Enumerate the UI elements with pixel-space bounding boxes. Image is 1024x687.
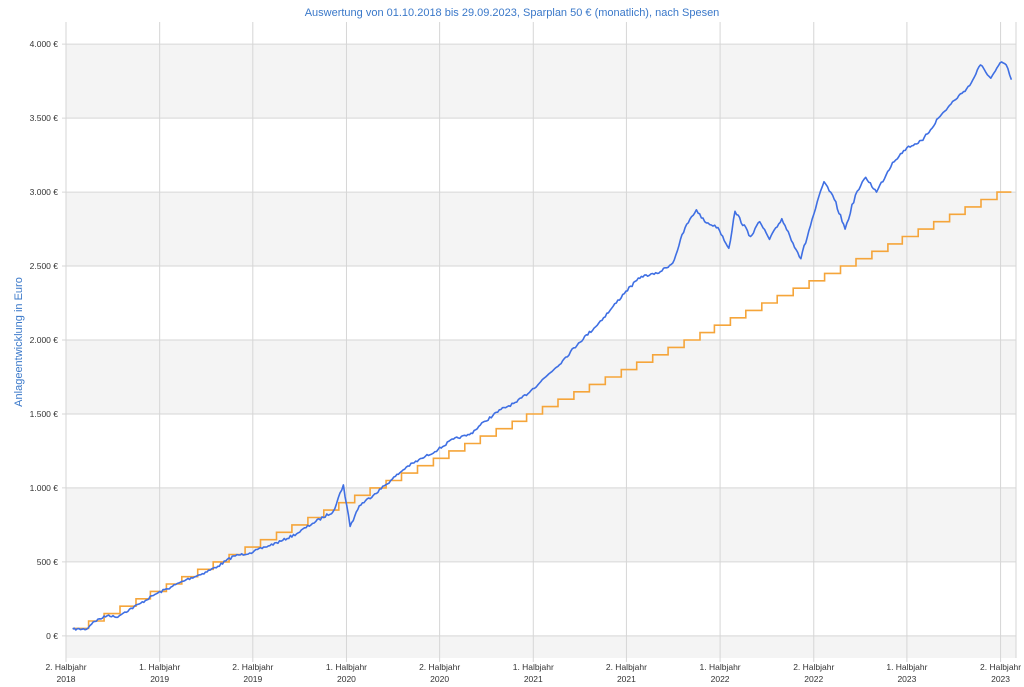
y-tick-label: 3.000 € bbox=[30, 187, 59, 197]
grid-band bbox=[66, 340, 1016, 414]
y-tick-label: 1.000 € bbox=[30, 483, 59, 493]
x-tick-label: 2. Halbjahr bbox=[980, 662, 1021, 672]
chart-title: Auswertung von 01.10.2018 bis 29.09.2023… bbox=[304, 7, 720, 19]
x-tick-label: 2. Halbjahr bbox=[45, 662, 86, 672]
x-tick-label: 2022 bbox=[711, 674, 730, 684]
chart-bands bbox=[66, 44, 1016, 658]
x-tick-label: 2020 bbox=[430, 674, 449, 684]
x-tick-label: 2021 bbox=[524, 674, 543, 684]
y-axis-title: Anlageentwicklung in Euro bbox=[13, 277, 25, 407]
chart-series bbox=[72, 61, 1013, 631]
y-axis-ticks: 0 € 500 € 1.000 € 1.500 € 2.000 € 2.500 € 3.00… bbox=[30, 39, 59, 641]
grid-band bbox=[66, 44, 1016, 119]
x-tick-label: 2. Halbjahr bbox=[419, 662, 460, 672]
y-tick-label: 4.000 € bbox=[30, 39, 59, 49]
x-tick-label: 2019 bbox=[150, 674, 169, 684]
y-tick-label: 2.000 € bbox=[30, 335, 59, 345]
x-tick-label: 2020 bbox=[337, 674, 356, 684]
depot-value-line bbox=[72, 61, 1013, 631]
x-tick-label: 2021 bbox=[617, 674, 636, 684]
x-tick-label: 2019 bbox=[243, 674, 262, 684]
x-axis-ticks: 2. Halbjahr 2018 1. Halbjahr 2019 2. Halbjah… bbox=[45, 662, 1021, 684]
invested-capital-line bbox=[72, 191, 1012, 630]
x-tick-label: 2023 bbox=[897, 674, 916, 684]
grid-band bbox=[66, 487, 1016, 562]
x-tick-label: 2. Halbjahr bbox=[793, 662, 834, 672]
x-tick-label: 2. Halbjahr bbox=[606, 662, 647, 672]
grid-band bbox=[66, 192, 1016, 267]
y-tick-label: 0 € bbox=[46, 631, 58, 641]
x-tick-label: 2. Halbjahr bbox=[232, 662, 273, 672]
x-tick-label: 2023 bbox=[991, 674, 1010, 684]
y-tick-label: 1.500 € bbox=[30, 409, 59, 419]
x-tick-label: 2022 bbox=[804, 674, 823, 684]
x-tick-label: 1. Halbjahr bbox=[513, 662, 554, 672]
x-tick-label: 1. Halbjahr bbox=[139, 662, 180, 672]
x-tick-label: 1. Halbjahr bbox=[700, 662, 741, 672]
x-tick-label: 1. Halbjahr bbox=[326, 662, 367, 672]
y-tick-label: 3.500 € bbox=[30, 113, 59, 123]
y-tick-label: 2.500 € bbox=[30, 261, 59, 271]
y-tick-label: 500 € bbox=[37, 557, 59, 567]
grid-band bbox=[66, 635, 1016, 658]
x-tick-label: 2018 bbox=[57, 674, 76, 684]
x-tick-label: 1. Halbjahr bbox=[886, 662, 927, 672]
